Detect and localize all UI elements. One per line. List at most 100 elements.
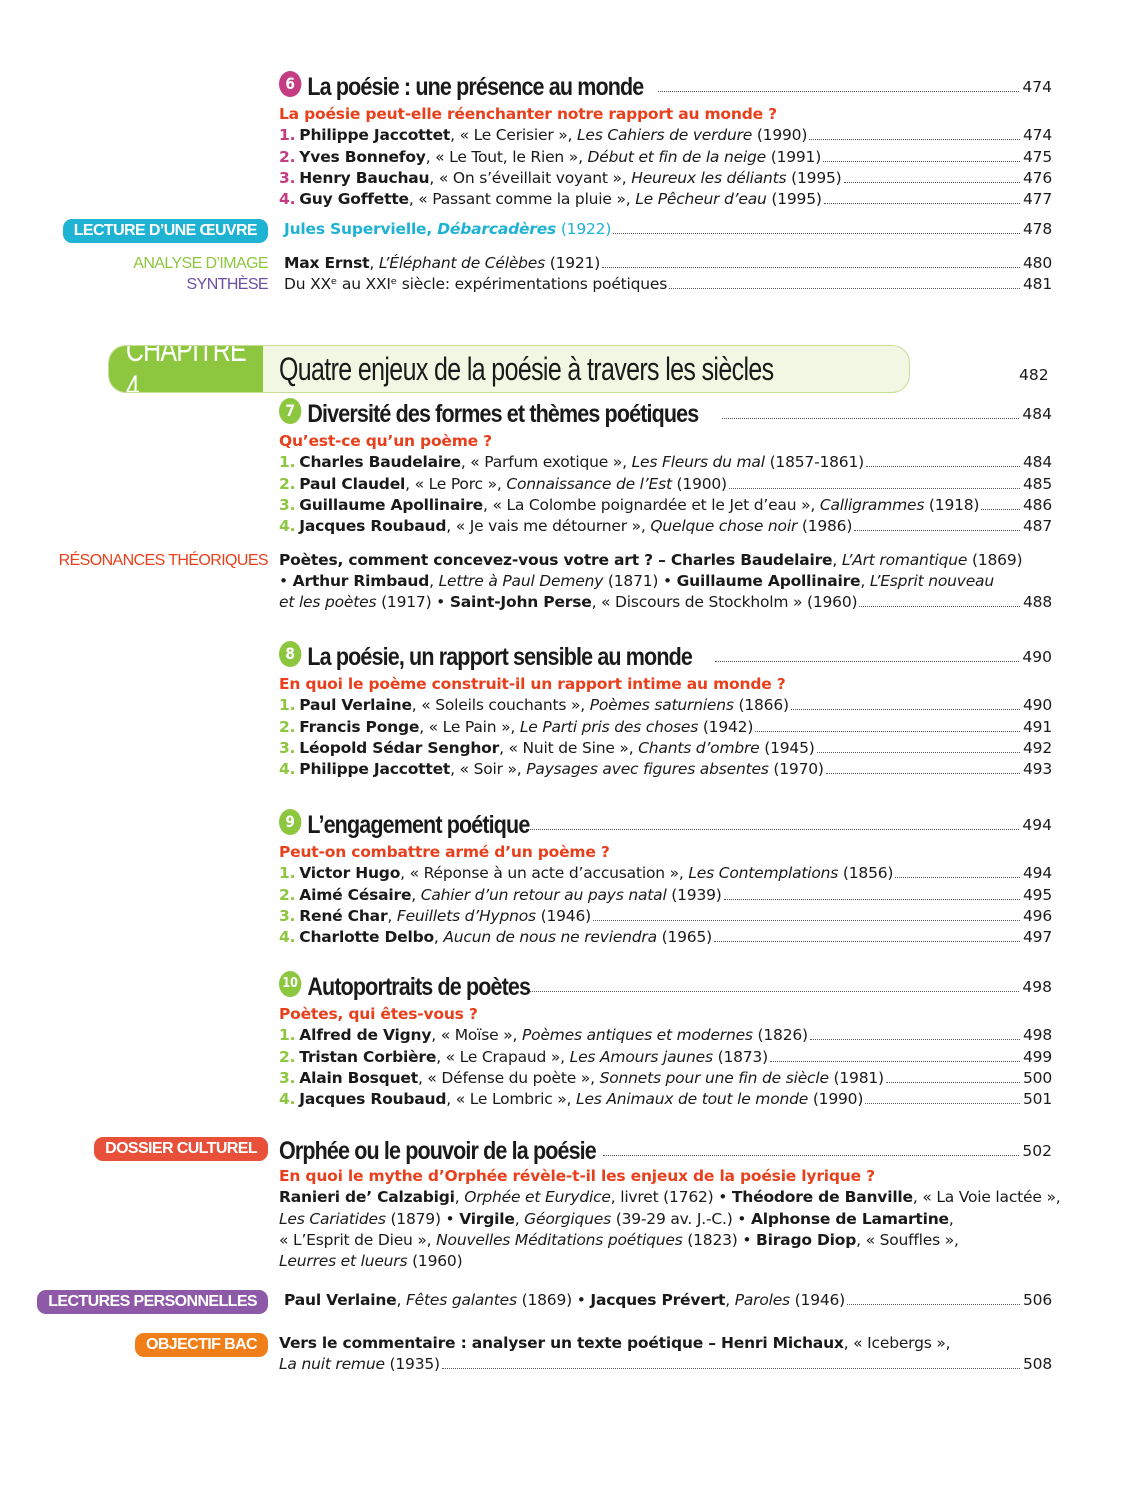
chapter-banner[interactable]: CHAPITRE 4 Quatre enjeux de la poésie à …: [108, 345, 910, 393]
entry-number: 2.: [279, 886, 296, 904]
entry-text: • Arthur Rimbaud, Lettre à Paul Demeny (…: [279, 571, 994, 591]
toc-entry[interactable]: 1. Charles Baudelaire, « Parfum exotique …: [279, 450, 1052, 472]
toc-entry[interactable]: 4. Charlotte Delbo, Aucun de nous ne revi…: [279, 925, 1052, 947]
text-segment: Théodore de Banville: [731, 1188, 913, 1206]
section-question[interactable]: La poésie peut-elle réenchanter notre ra…: [279, 102, 1052, 124]
text-segment: (1900): [671, 475, 728, 493]
dot-leader: [603, 1155, 1020, 1156]
toc-entry[interactable]: Vers le commentaire : analyser un texte …: [279, 1331, 1052, 1353]
section-tag[interactable]: LECTURES PERSONNELLES: [37, 1290, 268, 1314]
entry-text: Jacques Roubaud, « Je vais me détourner …: [299, 516, 852, 536]
toc-entry[interactable]: 3. Léopold Sédar Senghor, « Nuit de Sine …: [279, 736, 1052, 758]
question-text: En quoi le poème construit-il un rapport…: [279, 675, 786, 693]
dot-leader: [825, 773, 1020, 774]
text-segment: , « Parfum exotique »,: [460, 453, 632, 471]
toc-entry[interactable]: 3. Henry Bauchau, « On s’éveillait voyant…: [279, 166, 1052, 188]
page-number: 508: [1023, 1355, 1052, 1373]
entry-text: Max Ernst, L’Éléphant de Célèbes (1921): [284, 253, 600, 273]
section-tag[interactable]: DOSSIER CULTUREL: [94, 1137, 268, 1161]
text-segment: Lettre à Paul Demeny: [438, 572, 604, 590]
section-tag[interactable]: RÉSONANCES THÉORIQUES: [58, 552, 269, 569]
toc-entry[interactable]: Paul Verlaine, Fêtes galantes (1869) • J…: [284, 1288, 1052, 1310]
section-question[interactable]: Poètes, qui êtes-vous ?: [279, 1002, 1052, 1024]
toc-entry[interactable]: Jules Supervielle, Débarcadères (1922) 47…: [284, 217, 1052, 239]
toc-entry[interactable]: 1. Philippe Jaccottet, « Le Cerisier », L…: [279, 123, 1052, 145]
toc-entry[interactable]: « L’Esprit de Dieu », Nouvelles Méditati…: [279, 1228, 1052, 1250]
section-title-row[interactable]: 8 La poésie, un rapport sensible au monde…: [279, 637, 1052, 670]
entry-text: La nuit remue (1935): [279, 1354, 440, 1374]
dossier-title-row[interactable]: Orphée ou le pouvoir de la poésie 502: [279, 1131, 1052, 1164]
toc-entry[interactable]: La nuit remue (1935) 508: [279, 1352, 1052, 1374]
section-title-row[interactable]: 7 Diversité des formes et thèmes poétique…: [279, 394, 1052, 427]
toc-entry[interactable]: 4. Jacques Roubaud, « Le Lombric », Les A…: [279, 1087, 1052, 1109]
dot-leader: [885, 1082, 1020, 1083]
toc-entry[interactable]: 2. Tristan Corbière, « Le Crapaud », Les …: [279, 1045, 1052, 1067]
text-segment: Fêtes galantes: [405, 1291, 517, 1309]
text-segment: Poèmes saturniens: [589, 696, 734, 714]
section-tag[interactable]: SYNTHÈSE: [186, 276, 269, 293]
toc-entry[interactable]: Leurres et lueurs (1960): [279, 1249, 1052, 1271]
section-tag[interactable]: LECTURE D’UNE ŒUVRE: [62, 219, 268, 243]
question-text: La poésie peut-elle réenchanter notre ra…: [279, 105, 777, 123]
entry-number: 3.: [279, 907, 296, 925]
text-segment: , « La Voie lactée »,: [912, 1188, 1061, 1206]
text-segment: L’Art romantique: [841, 551, 968, 569]
text-segment: Les Contemplations: [688, 864, 839, 882]
text-segment: Charles Baudelaire: [299, 453, 461, 471]
section-question[interactable]: Peut-on combattre armé d’un poème ?: [279, 840, 1052, 862]
section-question[interactable]: En quoi le poème construit-il un rapport…: [279, 672, 1052, 694]
entry-text: Léopold Sédar Senghor, « Nuit de Sine »,…: [299, 738, 815, 758]
text-segment: (1991): [766, 148, 822, 166]
toc-entry[interactable]: 3. Guillaume Apollinaire, « La Colombe po…: [279, 493, 1052, 515]
text-segment: Francis Ponge: [299, 718, 420, 736]
text-segment: , livret (1762) •: [610, 1188, 732, 1206]
text-segment: (1921): [545, 254, 601, 272]
text-segment: ,: [387, 907, 397, 925]
toc-entry[interactable]: • Arthur Rimbaud, Lettre à Paul Demeny (…: [279, 569, 1052, 591]
text-segment: Débarcadères: [437, 220, 557, 238]
toc-entry[interactable]: 2. Paul Claudel, « Le Porc », Connaissanc…: [279, 472, 1052, 494]
toc-entry[interactable]: 2. Aimé Césaire, Cahier d’un retour au pa…: [279, 883, 1052, 905]
text-segment: Quelque chose noir: [650, 517, 798, 535]
toc-entry[interactable]: 2. Yves Bonnefoy, « Le Tout, le Rien », D…: [279, 145, 1052, 167]
toc-entry[interactable]: Du XXᵉ au XXIᵉ siècle: expérimentations …: [284, 272, 1052, 294]
entry-text: Paul Claudel, « Le Porc », Connaissance …: [299, 474, 727, 494]
toc-entry[interactable]: 1. Paul Verlaine, « Soleils couchants », …: [279, 693, 1052, 715]
section-question[interactable]: Qu’est-ce qu’un poème ?: [279, 429, 1052, 451]
entry-number: 3.: [279, 169, 296, 187]
toc-entry[interactable]: 4. Guy Goffette, « Passant comme la pluie…: [279, 187, 1052, 209]
page-number: 502: [1022, 1142, 1052, 1160]
toc-entry[interactable]: 3. Alain Bosquet, « Défense du poète », S…: [279, 1066, 1052, 1088]
toc-entry[interactable]: Ranieri de’ Calzabigi, Orphée et Eurydic…: [279, 1185, 1061, 1207]
text-segment: Birago Diop: [756, 1231, 857, 1249]
toc-entry[interactable]: 4. Jacques Roubaud, « Je vais me détourne…: [279, 514, 1052, 536]
section-question[interactable]: En quoi le mythe d’Orphée révèle-t-il le…: [279, 1164, 1052, 1186]
section-title-text: La poésie : une présence au monde: [307, 73, 644, 101]
toc-entry[interactable]: Poètes, comment concevez-vous votre art …: [279, 548, 1052, 570]
section-tag[interactable]: OBJECTIF BAC: [134, 1333, 268, 1357]
toc-entry[interactable]: Les Cariatides (1879) • Virgile, Géorgiq…: [279, 1207, 1052, 1229]
question-text: Peut-on combattre armé d’un poème ?: [279, 843, 610, 861]
text-segment: Le Parti pris des choses: [519, 718, 699, 736]
page-number: 501: [1023, 1090, 1052, 1108]
toc-entry[interactable]: 4. Philippe Jaccottet, « Soir », Paysages…: [279, 757, 1052, 779]
toc-entry[interactable]: Max Ernst, L’Éléphant de Célèbes (1921) 4…: [284, 251, 1052, 273]
page-number: 490: [1023, 696, 1052, 714]
toc-entry[interactable]: 1. Alfred de Vigny, « Moïse », Poèmes ant…: [279, 1023, 1052, 1045]
text-segment: Henry Bauchau: [299, 169, 430, 187]
section-title: 10 Autoportraits de poètes: [279, 971, 531, 1000]
section-title-row[interactable]: 10 Autoportraits de poètes 498: [279, 967, 1052, 1000]
toc-entry[interactable]: 3. René Char, Feuillets d’Hypnos (1946) 49…: [279, 904, 1052, 926]
section-title-row[interactable]: 6 La poésie : une présence au monde 474: [279, 67, 1052, 100]
text-segment: ,: [369, 254, 379, 272]
toc-entry[interactable]: 2. Francis Ponge, « Le Pain », Le Parti p…: [279, 715, 1052, 737]
text-segment: (1945): [759, 739, 815, 757]
text-segment: (1995): [766, 190, 822, 208]
section-tag[interactable]: ANALYSE D’IMAGE: [133, 255, 268, 272]
toc-entry[interactable]: 1. Victor Hugo, « Réponse à un acte d’acc…: [279, 861, 1052, 883]
text-segment: (1965): [656, 928, 713, 946]
text-segment: , « Souffles »,: [856, 1231, 959, 1249]
toc-entry[interactable]: et les poètes (1917) • Saint-John Perse,…: [279, 590, 1052, 612]
entry-number: 2.: [279, 1048, 296, 1066]
section-title-row[interactable]: 9 L’engagement poétique 494: [279, 805, 1052, 838]
